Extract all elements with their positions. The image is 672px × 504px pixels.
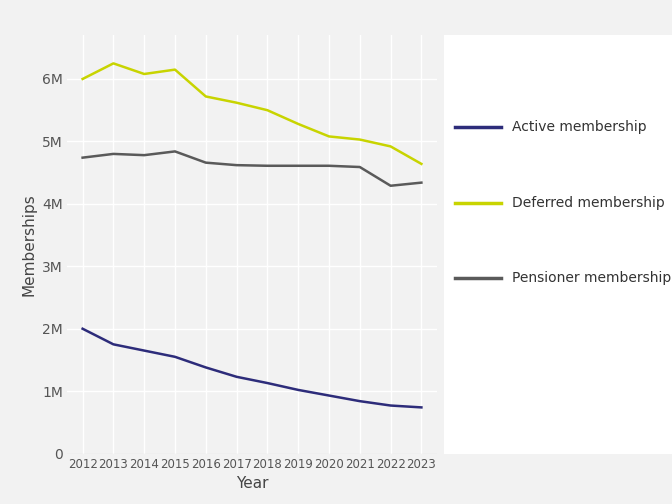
Pensioner membership: [140, 152, 149, 158]
Active membership: [140, 348, 149, 354]
Pensioner membership: [79, 155, 87, 161]
Deferred membership: [233, 100, 241, 106]
Deferred membership: [79, 76, 87, 82]
Text: Active membership: Active membership: [512, 120, 646, 134]
Pensioner membership: [355, 164, 364, 170]
Pensioner membership: [171, 148, 179, 154]
Pensioner membership: [386, 183, 394, 189]
Pensioner membership: [233, 162, 241, 168]
Active membership: [355, 398, 364, 404]
Deferred membership: [355, 137, 364, 143]
Deferred membership: [294, 121, 302, 127]
Deferred membership: [417, 161, 425, 167]
Line: Pensioner membership: Pensioner membership: [83, 151, 421, 186]
Active membership: [294, 387, 302, 393]
Text: Deferred membership: Deferred membership: [512, 196, 665, 210]
Active membership: [386, 403, 394, 409]
Pensioner membership: [417, 179, 425, 185]
Text: Pensioner membership: Pensioner membership: [512, 271, 671, 285]
Deferred membership: [110, 60, 118, 67]
Y-axis label: Memberships: Memberships: [22, 193, 36, 296]
Deferred membership: [171, 67, 179, 73]
Active membership: [263, 380, 271, 386]
Deferred membership: [140, 71, 149, 77]
Pensioner membership: [263, 163, 271, 169]
Active membership: [202, 364, 210, 370]
Active membership: [417, 404, 425, 410]
X-axis label: Year: Year: [236, 476, 268, 491]
Deferred membership: [202, 93, 210, 99]
Line: Deferred membership: Deferred membership: [83, 64, 421, 164]
Active membership: [233, 374, 241, 380]
Deferred membership: [325, 134, 333, 140]
Pensioner membership: [202, 160, 210, 166]
Active membership: [171, 354, 179, 360]
Pensioner membership: [325, 163, 333, 169]
Line: Active membership: Active membership: [83, 329, 421, 407]
Active membership: [79, 326, 87, 332]
Deferred membership: [386, 144, 394, 150]
Pensioner membership: [110, 151, 118, 157]
Pensioner membership: [294, 163, 302, 169]
Active membership: [110, 341, 118, 347]
Active membership: [325, 393, 333, 399]
Deferred membership: [263, 107, 271, 113]
